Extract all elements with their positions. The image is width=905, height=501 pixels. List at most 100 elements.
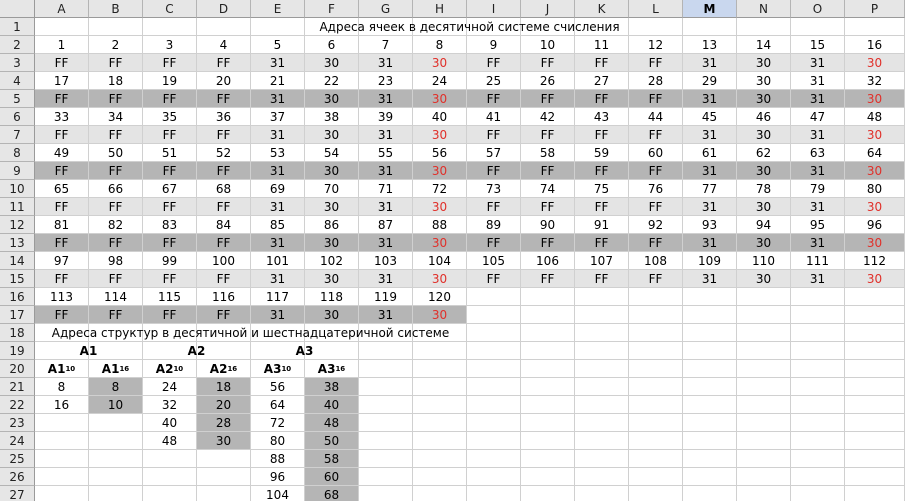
struct-value-cell[interactable]: 10 xyxy=(89,396,143,414)
grid-cell[interactable] xyxy=(683,306,737,324)
grid-cell[interactable] xyxy=(845,414,905,432)
data-cell[interactable]: 79 xyxy=(791,180,845,198)
struct-value-cell[interactable]: 18 xyxy=(197,378,251,396)
data-cell[interactable]: 38 xyxy=(305,108,359,126)
data-cell[interactable]: 33 xyxy=(35,108,89,126)
data-cell[interactable]: FF xyxy=(467,162,521,180)
grid-cell[interactable] xyxy=(629,306,683,324)
data-cell[interactable]: 107 xyxy=(575,252,629,270)
struct-subheader[interactable]: A3 10 xyxy=(251,360,305,378)
grid-cell[interactable] xyxy=(629,360,683,378)
grid-cell[interactable] xyxy=(35,432,89,450)
column-header-e[interactable]: E xyxy=(251,0,305,18)
data-cell[interactable]: 56 xyxy=(413,144,467,162)
grid-cell[interactable] xyxy=(845,378,905,396)
data-cell[interactable]: 93 xyxy=(683,216,737,234)
data-cell[interactable]: 78 xyxy=(737,180,791,198)
grid-cell[interactable] xyxy=(521,306,575,324)
grid-cell[interactable] xyxy=(521,378,575,396)
data-cell[interactable]: 65 xyxy=(35,180,89,198)
struct-subheader[interactable]: A1 10 xyxy=(35,360,89,378)
grid-cell[interactable] xyxy=(683,468,737,486)
grid-cell[interactable] xyxy=(413,360,467,378)
data-cell[interactable]: 35 xyxy=(143,108,197,126)
grid-cell[interactable] xyxy=(521,360,575,378)
data-cell[interactable]: 31 xyxy=(359,162,413,180)
data-cell[interactable]: 30 xyxy=(737,54,791,72)
data-cell[interactable]: 31 xyxy=(251,90,305,108)
data-cell[interactable]: 61 xyxy=(683,144,737,162)
data-cell[interactable]: 46 xyxy=(737,108,791,126)
grid-cell[interactable] xyxy=(413,342,467,360)
grid-cell[interactable] xyxy=(683,378,737,396)
grid-cell[interactable] xyxy=(845,432,905,450)
grid-cell[interactable] xyxy=(683,324,737,342)
grid-cell[interactable] xyxy=(737,324,791,342)
data-cell[interactable]: 51 xyxy=(143,144,197,162)
data-cell[interactable]: 55 xyxy=(359,144,413,162)
index-cell[interactable]: 9 xyxy=(467,36,521,54)
row-header-11[interactable]: 11 xyxy=(0,198,35,216)
grid-cell[interactable] xyxy=(791,432,845,450)
grid-cell[interactable] xyxy=(521,486,575,501)
grid-cell[interactable] xyxy=(575,468,629,486)
data-cell[interactable]: 31 xyxy=(251,126,305,144)
data-cell[interactable]: 30 xyxy=(413,234,467,252)
data-cell[interactable]: 31 xyxy=(359,54,413,72)
grid-cell[interactable] xyxy=(467,288,521,306)
grid-cell[interactable] xyxy=(467,324,521,342)
grid-cell[interactable] xyxy=(359,414,413,432)
data-cell[interactable]: 30 xyxy=(305,234,359,252)
select-all-corner[interactable] xyxy=(0,0,35,18)
data-cell[interactable]: 31 xyxy=(791,198,845,216)
struct-value-cell[interactable]: 28 xyxy=(197,414,251,432)
grid-cell[interactable] xyxy=(845,450,905,468)
data-cell[interactable]: FF xyxy=(35,234,89,252)
data-cell[interactable]: 31 xyxy=(359,90,413,108)
data-cell[interactable]: FF xyxy=(629,126,683,144)
data-cell[interactable]: 81 xyxy=(35,216,89,234)
index-cell[interactable]: 11 xyxy=(575,36,629,54)
grid-cell[interactable] xyxy=(683,342,737,360)
data-cell[interactable]: 106 xyxy=(521,252,575,270)
data-cell[interactable]: 72 xyxy=(413,180,467,198)
data-cell[interactable]: 114 xyxy=(89,288,143,306)
grid-cell[interactable] xyxy=(629,396,683,414)
data-cell[interactable]: 25 xyxy=(467,72,521,90)
grid-cell[interactable] xyxy=(359,360,413,378)
column-header-p[interactable]: P xyxy=(845,0,905,18)
row-header-18[interactable]: 18 xyxy=(0,324,35,342)
struct-value-cell[interactable]: 80 xyxy=(251,432,305,450)
data-cell[interactable]: 31 xyxy=(683,198,737,216)
data-cell[interactable]: 64 xyxy=(845,144,905,162)
grid-cell[interactable] xyxy=(845,324,905,342)
row-header-24[interactable]: 24 xyxy=(0,432,35,450)
grid-cell[interactable] xyxy=(629,432,683,450)
data-cell[interactable]: 44 xyxy=(629,108,683,126)
data-cell[interactable]: 77 xyxy=(683,180,737,198)
struct-value-cell[interactable]: 88 xyxy=(251,450,305,468)
data-cell[interactable]: 30 xyxy=(737,90,791,108)
data-cell[interactable]: FF xyxy=(629,162,683,180)
data-cell[interactable]: 30 xyxy=(737,234,791,252)
data-cell[interactable]: FF xyxy=(521,126,575,144)
data-cell[interactable]: FF xyxy=(35,54,89,72)
data-cell[interactable]: 30 xyxy=(413,90,467,108)
data-cell[interactable]: 41 xyxy=(467,108,521,126)
data-cell[interactable]: 120 xyxy=(413,288,467,306)
data-cell[interactable]: 31 xyxy=(683,90,737,108)
grid-cell[interactable] xyxy=(629,450,683,468)
grid-cell[interactable] xyxy=(629,288,683,306)
struct-value-cell[interactable]: 58 xyxy=(305,450,359,468)
data-cell[interactable]: 24 xyxy=(413,72,467,90)
row-header-10[interactable]: 10 xyxy=(0,180,35,198)
struct-value-cell[interactable]: 50 xyxy=(305,432,359,450)
data-cell[interactable]: 63 xyxy=(791,144,845,162)
data-cell[interactable]: 62 xyxy=(737,144,791,162)
struct-subheader[interactable]: A3 16 xyxy=(305,360,359,378)
grid-cell[interactable] xyxy=(467,468,521,486)
grid-cell[interactable] xyxy=(791,324,845,342)
grid-cell[interactable] xyxy=(737,378,791,396)
grid-cell[interactable] xyxy=(413,378,467,396)
